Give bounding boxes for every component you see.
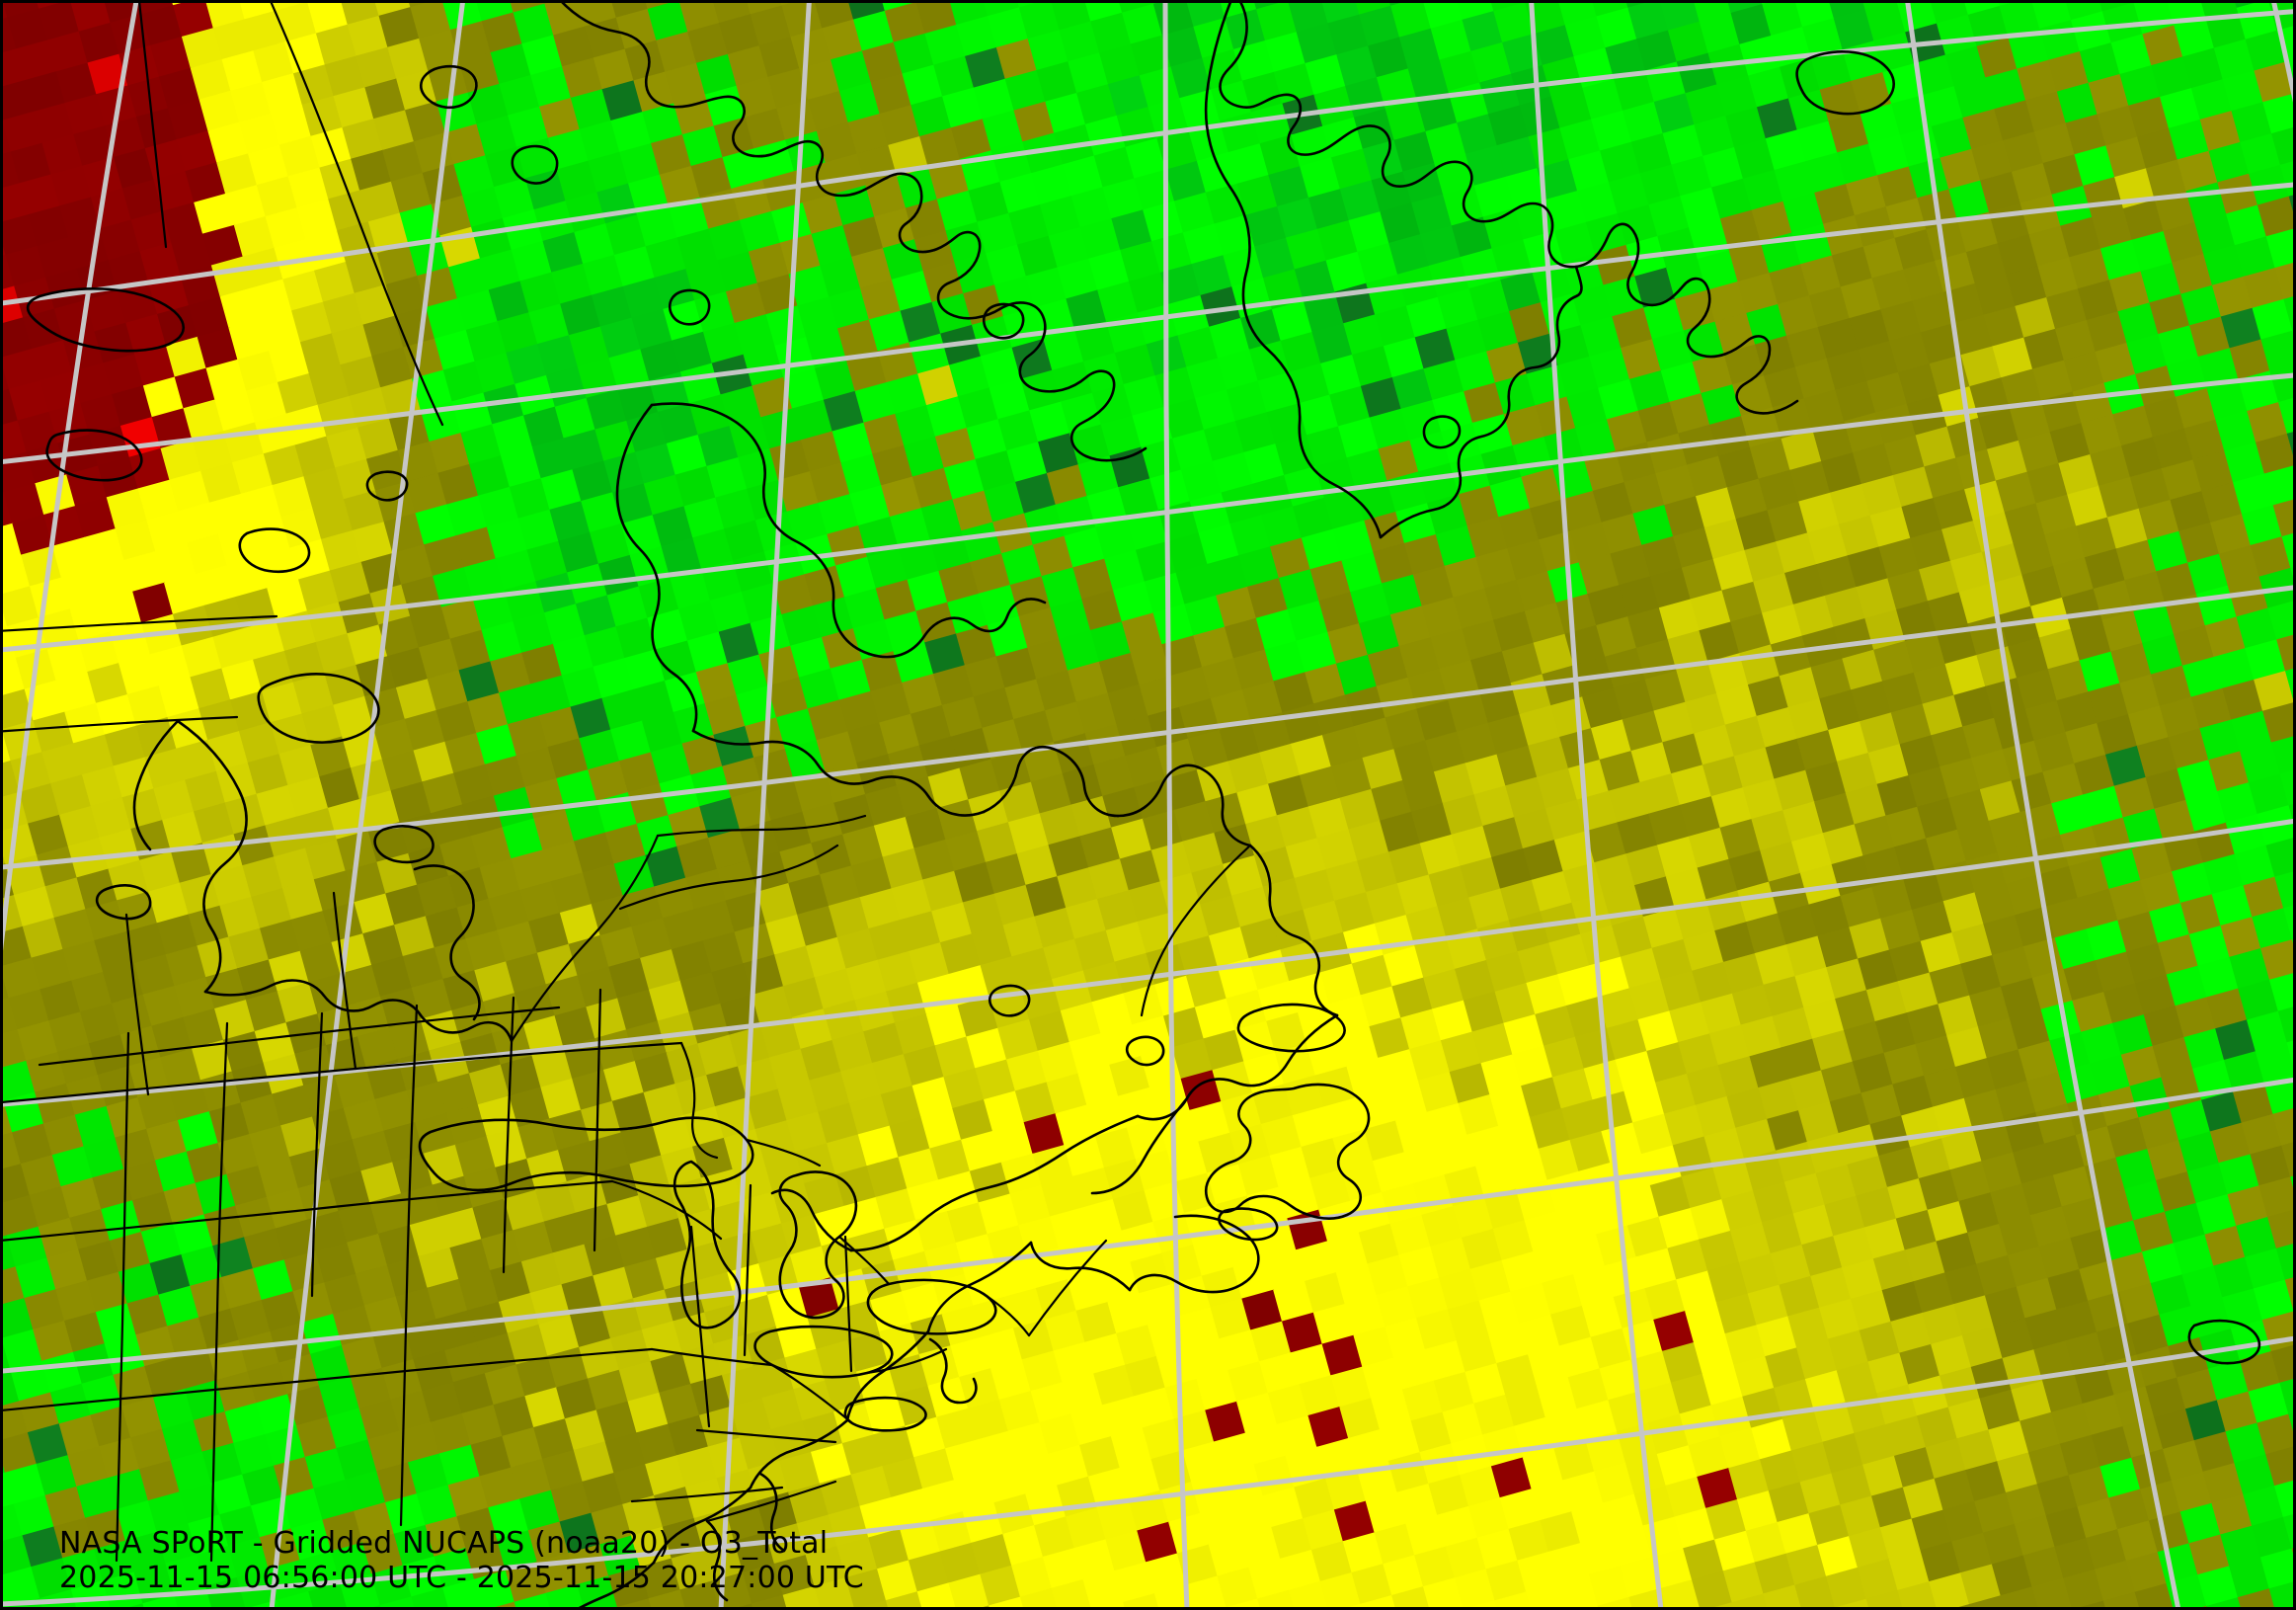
- map-figure: NASA SPoRT - Gridded NUCAPS (noaa20) - O…: [0, 0, 2296, 1610]
